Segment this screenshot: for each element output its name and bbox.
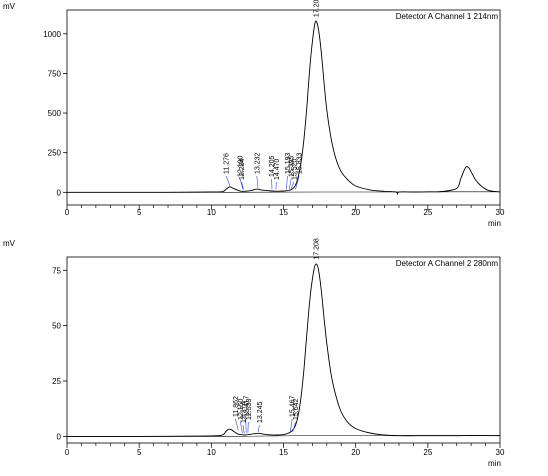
x-tick-label: 30: [496, 208, 505, 217]
y-tick-label: 50: [52, 322, 61, 331]
peak-label: 15.833: [297, 152, 304, 174]
y-tick-label: 250: [48, 149, 62, 158]
peak-label: 13.232: [254, 152, 261, 174]
peak-label: 11.862: [233, 396, 240, 417]
peak-leader-line: [256, 175, 259, 188]
peak-leader-line: [225, 175, 231, 186]
peak-leader-line: [292, 421, 296, 432]
x-tick-label: 15: [279, 208, 288, 217]
peak-label: 15.467: [290, 395, 297, 417]
peak-label: 12.533: [246, 398, 253, 420]
peak-leader-line: [242, 424, 245, 434]
peak-leader-line: [257, 424, 260, 433]
x-tick-label: 15: [279, 448, 288, 457]
peak-label: 12.417: [243, 395, 250, 417]
peak-label: 15.642: [293, 398, 300, 420]
x-tick-label: 20: [351, 208, 360, 217]
x-axis-label: min: [488, 459, 501, 468]
x-axis-label: min: [488, 219, 501, 228]
x-tick-label: 5: [137, 208, 142, 217]
x-tick-label: 25: [423, 448, 432, 457]
peak-leader-line: [289, 418, 293, 433]
peak-leader-line: [295, 175, 300, 190]
y-tick-label: 1000: [43, 30, 61, 39]
peak-label: 12.190: [238, 155, 245, 177]
y-tick-label: 0: [57, 188, 62, 197]
x-tick-label: 0: [65, 208, 70, 217]
peak-leader-line: [235, 418, 239, 431]
peak-label: 12.150: [238, 398, 245, 420]
y-tick-label: 500: [48, 109, 62, 118]
detector-label: Detector A Channel 1 214nm: [396, 12, 499, 21]
peak-label: 17.208: [313, 238, 320, 260]
chromatogram-trace: [67, 263, 501, 437]
peak-label: 14.470: [274, 158, 281, 180]
x-tick-label: 25: [423, 208, 432, 217]
x-tick-label: 10: [207, 448, 216, 457]
peak-label: 15.520: [291, 158, 298, 180]
plot-frame: [66, 256, 501, 444]
chart-panel-1: 0 250 500 750 1000 0 5 10 15 20 25 30 mV min Detector …: [3, 0, 505, 228]
plot-frame: [66, 9, 501, 206]
peak-leader-line: [241, 181, 244, 190]
peak-label: 12.274: [241, 401, 248, 423]
peak-leader-line: [290, 181, 295, 190]
y-tick-label: 0: [57, 432, 62, 441]
y-tick-label: 75: [52, 266, 61, 275]
x-tick-label: 10: [207, 208, 216, 217]
peak-label: 14.205: [269, 155, 276, 177]
peak-label: 15.193: [285, 152, 292, 174]
x-tick-label: 0: [65, 448, 70, 457]
x-tick-label: 5: [137, 448, 142, 457]
peak-leader-line: [240, 421, 243, 434]
peak-leader-line: [239, 178, 244, 190]
peak-leader-line: [286, 175, 288, 190]
peak-label: 15.395: [289, 155, 296, 177]
peak-label: 17.204: [313, 0, 320, 17]
chromatogram-trace: [66, 20, 501, 195]
detector-label: Detector A Channel 2 280nm: [396, 259, 499, 268]
x-tick-label: 30: [496, 448, 505, 457]
peak-label: 12.234: [239, 158, 246, 180]
peak-label: 13.245: [257, 401, 264, 423]
peak-label: 11.276: [224, 153, 231, 174]
y-axis-label: mV: [3, 239, 16, 248]
chart-panel-2: 0 25 50 75 0 5 10 15 20 25 30 mV min Detector A Chann…: [3, 238, 505, 468]
peak-leader-line: [288, 178, 292, 190]
y-tick-label: 750: [48, 69, 62, 78]
x-tick-label: 20: [351, 448, 360, 457]
y-axis-label: mV: [3, 2, 16, 11]
y-tick-label: 25: [52, 377, 61, 386]
